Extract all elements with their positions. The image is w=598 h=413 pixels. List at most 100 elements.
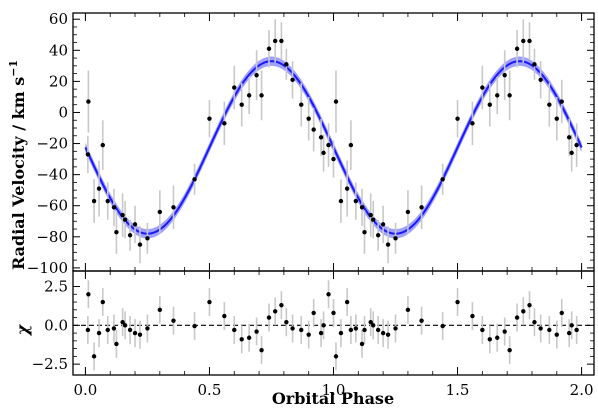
data-point <box>574 142 579 148</box>
data-point <box>333 354 339 359</box>
data-point <box>532 320 537 325</box>
data-point <box>480 327 485 333</box>
data-point <box>306 332 311 337</box>
y-tick-label: −2.5 <box>32 355 68 373</box>
data-point <box>157 307 163 313</box>
data-point <box>574 327 579 333</box>
data-point <box>502 329 507 334</box>
y-tick-label: −40 <box>36 166 68 184</box>
data-point <box>137 242 143 247</box>
data-point <box>554 332 559 337</box>
data-point <box>440 177 445 182</box>
data-point <box>419 318 424 323</box>
data-point <box>470 121 475 126</box>
data-point <box>353 326 359 331</box>
data-point <box>380 222 386 227</box>
data-point <box>538 77 543 83</box>
x-tick-label: 0.0 <box>73 381 97 399</box>
data-point <box>502 72 507 78</box>
data-point <box>359 341 365 347</box>
data-point <box>122 217 128 222</box>
data-point <box>96 330 102 336</box>
y-tick-label: 60 <box>49 10 68 28</box>
data-point <box>171 205 176 210</box>
data-point <box>326 292 331 297</box>
y-tick-label: −20 <box>36 135 68 153</box>
data-point <box>259 347 264 353</box>
data-point <box>521 38 526 44</box>
data-point <box>331 156 336 162</box>
data-point <box>507 347 512 353</box>
data-point <box>527 38 532 44</box>
data-point <box>311 310 316 316</box>
data-point <box>132 222 138 227</box>
data-point <box>290 326 295 331</box>
data-point <box>120 212 125 218</box>
data-point <box>254 72 259 78</box>
data-point <box>495 335 500 340</box>
data-point <box>105 198 110 204</box>
data-point <box>338 198 344 204</box>
data-point <box>266 46 272 51</box>
data-point <box>120 320 125 325</box>
data-point <box>455 299 460 305</box>
data-point <box>105 327 110 333</box>
data-point <box>318 330 324 336</box>
data-point <box>259 93 264 98</box>
data-point <box>85 327 91 333</box>
data-point <box>96 186 102 191</box>
data-point <box>127 327 133 333</box>
data-point <box>405 209 411 215</box>
data-point <box>127 233 133 238</box>
data-point <box>266 315 272 320</box>
data-point <box>91 198 97 204</box>
data-point <box>318 135 324 140</box>
data-point <box>385 332 391 337</box>
data-point <box>100 142 105 148</box>
data-point <box>348 142 354 148</box>
data-point <box>333 99 339 104</box>
y-tick-label: 2.5 <box>44 278 68 296</box>
data-point <box>362 229 367 235</box>
y-tick-label: 20 <box>49 72 68 90</box>
data-point <box>385 242 391 247</box>
data-point <box>338 330 344 336</box>
data-point <box>157 209 163 215</box>
data-point <box>393 236 398 241</box>
y-axis-title-top: Radial Velocity / km s−1 <box>7 60 28 270</box>
data-point <box>246 335 252 340</box>
data-point <box>521 309 526 314</box>
data-point <box>538 326 543 331</box>
data-point <box>393 326 398 331</box>
data-point <box>368 320 373 325</box>
data-point <box>306 116 311 121</box>
data-point <box>559 310 564 316</box>
data-point <box>566 135 572 140</box>
residual-panel: −2.5 0.0 2.5 0.0 0.5 1.0 1.5 2.0 <box>32 270 595 399</box>
data-point <box>487 102 492 107</box>
data-point <box>232 85 237 90</box>
data-point <box>85 152 91 157</box>
data-point <box>207 299 212 305</box>
data-point <box>514 315 520 320</box>
data-point <box>279 302 284 308</box>
x-tick-label: 0.5 <box>198 381 222 399</box>
data-point <box>299 327 304 333</box>
data-point <box>299 102 304 107</box>
data-point <box>137 332 143 337</box>
data-point <box>122 323 128 328</box>
data-point <box>380 330 386 336</box>
y-tick-label: −60 <box>36 197 68 215</box>
x-tick-label: 2.0 <box>570 381 594 399</box>
x-tick-label: 1.5 <box>446 381 470 399</box>
data-point <box>145 236 150 241</box>
y-tick-label: −80 <box>36 228 68 246</box>
y-tick-label: −100 <box>27 259 68 277</box>
data-point <box>348 327 354 333</box>
data-point <box>145 326 150 331</box>
data-point <box>246 93 252 98</box>
data-point <box>480 85 485 90</box>
axis-titles: Radial Velocity / km s−1 χ Orbital Phase <box>7 60 394 408</box>
data-point <box>321 150 326 156</box>
data-point <box>419 205 424 210</box>
